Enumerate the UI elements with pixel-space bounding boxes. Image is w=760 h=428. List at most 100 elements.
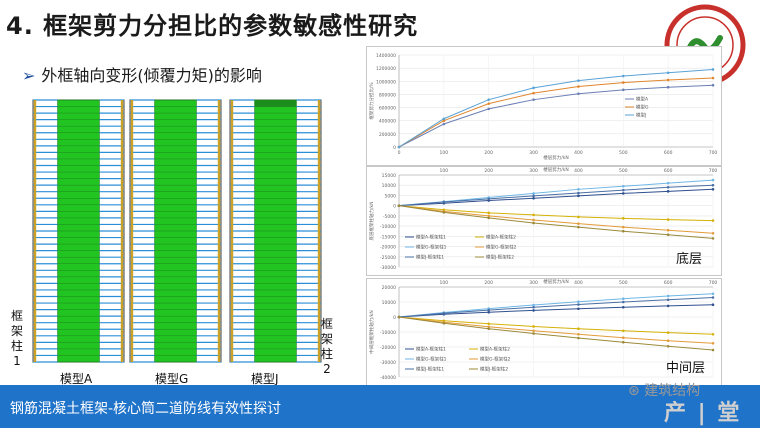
data-point [577, 225, 580, 229]
data-point [666, 185, 670, 189]
data-point [666, 344, 670, 348]
slide-title: 4. 框架剪力分担比的参数敏感性研究 [6, 12, 419, 40]
y-tick-label: -40000 [380, 375, 396, 381]
series-line [398, 84, 714, 148]
data-point [621, 336, 625, 339]
data-point [487, 322, 491, 326]
data-point [487, 308, 491, 312]
legend-entry: 模型G-框架柱1 [416, 356, 447, 363]
frame-model-j [229, 99, 322, 363]
data-point [666, 228, 670, 232]
y-tick-label: 10000 [382, 183, 396, 189]
x-tick-label: 300 [529, 168, 538, 174]
series-line [398, 316, 714, 351]
data-point [577, 85, 580, 88]
data-point [666, 181, 670, 185]
y-tick-label: 0 [393, 315, 396, 321]
y-tick-label: -5000 [383, 214, 396, 220]
data-point [621, 305, 625, 309]
data-point [621, 329, 625, 333]
chart-middle-story: 20000 10000 0 -10000 -20000 -30000 -40000 100 20… [366, 278, 722, 386]
data-point [577, 194, 580, 198]
data-point [711, 219, 715, 222]
footer-text: 钢筋混凝土框架-核心筒二道防线有效性探讨 [10, 401, 282, 417]
data-point [397, 204, 401, 207]
legend-entry: 模型A-框架柱1 [416, 234, 446, 241]
x-tick-label: 0 [398, 150, 401, 156]
x-tick-label: 100 [440, 168, 449, 174]
x-tick-label: 200 [484, 150, 493, 156]
data-point [532, 192, 535, 195]
legend-entry: 模型A [636, 96, 649, 103]
data-point [621, 229, 625, 233]
data-point [621, 300, 625, 304]
y-tick-label: 200000 [379, 132, 396, 138]
bottom-story-tag: 底层 [676, 252, 703, 267]
arrow-bullet-icon: ➢ [22, 66, 36, 85]
data-point [532, 305, 535, 309]
x-axis-label: 楼层剪力/kN [543, 167, 569, 173]
series-line [398, 68, 714, 148]
data-point [577, 215, 580, 219]
data-point [711, 76, 715, 80]
data-point [621, 188, 625, 192]
y-tick-label: 15000 [382, 173, 396, 179]
data-point [397, 315, 401, 319]
y-axis-label: 底层框架柱轴力/kN [368, 202, 375, 241]
legend-entry: 模型J-框架柱2 [480, 366, 508, 373]
data-point [487, 197, 491, 201]
series-line [398, 205, 714, 234]
legend-entry: 模型G-框架柱1 [416, 244, 447, 251]
x-tick-label: 200 [484, 168, 493, 174]
data-point [711, 332, 715, 336]
data-point [666, 294, 670, 298]
subtitle-text: 外框轴向变形(倾覆力矩)的影响 [41, 66, 262, 85]
legend-entry: 模型G [636, 104, 649, 111]
wechat-icon: ⊛ [628, 383, 640, 399]
data-point [442, 117, 446, 121]
data-point [711, 348, 715, 352]
data-point [532, 303, 535, 307]
y-tick-label: 20000 [382, 285, 396, 291]
x-tick-label: 400 [574, 168, 583, 174]
data-point [397, 145, 401, 149]
x-tick-label: 100 [440, 150, 449, 156]
data-point [487, 216, 491, 220]
series-line [398, 184, 714, 207]
y-tick-label: 800000 [379, 92, 396, 98]
y-tick-label: -30000 [380, 265, 396, 271]
legend-entry: 模型J-框架柱2 [486, 254, 514, 261]
data-point [621, 297, 625, 300]
data-point [666, 339, 670, 342]
frame-column-2-label: 框架柱2 [320, 317, 333, 376]
x-tick-label: 700 [709, 150, 718, 156]
data-point [711, 296, 715, 299]
legend-entry: 模型J-框架柱1 [416, 254, 444, 261]
y-tick-label: -15000 [380, 234, 396, 240]
series-line [398, 304, 714, 318]
data-point [711, 292, 715, 296]
data-point [666, 298, 670, 302]
frame-column-1-label: 框架柱1 [10, 309, 23, 368]
data-point [666, 190, 670, 193]
data-point [487, 310, 491, 314]
data-point [532, 221, 535, 225]
x-tick-label: 400 [574, 280, 583, 286]
chart-shear-ratio: 0 200000 400000 600000 800000 1000000 1200000 1… [366, 46, 722, 166]
data-point [532, 329, 535, 333]
y-tick-label: 0 [393, 204, 396, 210]
series-line [398, 179, 714, 207]
site-watermark: 产 | 堂 [664, 401, 742, 426]
series-line [398, 316, 714, 335]
legend-entry: 模型J [636, 112, 646, 119]
x-tick-label: 700 [709, 168, 718, 174]
data-point [711, 237, 715, 240]
data-point [577, 92, 580, 96]
data-point [666, 304, 670, 308]
y-tick-label: -25000 [380, 255, 396, 261]
y-tick-label: 1000000 [376, 79, 396, 85]
data-point [577, 327, 580, 330]
data-point [577, 332, 580, 336]
belt-truss [254, 100, 297, 107]
data-point [577, 79, 580, 82]
